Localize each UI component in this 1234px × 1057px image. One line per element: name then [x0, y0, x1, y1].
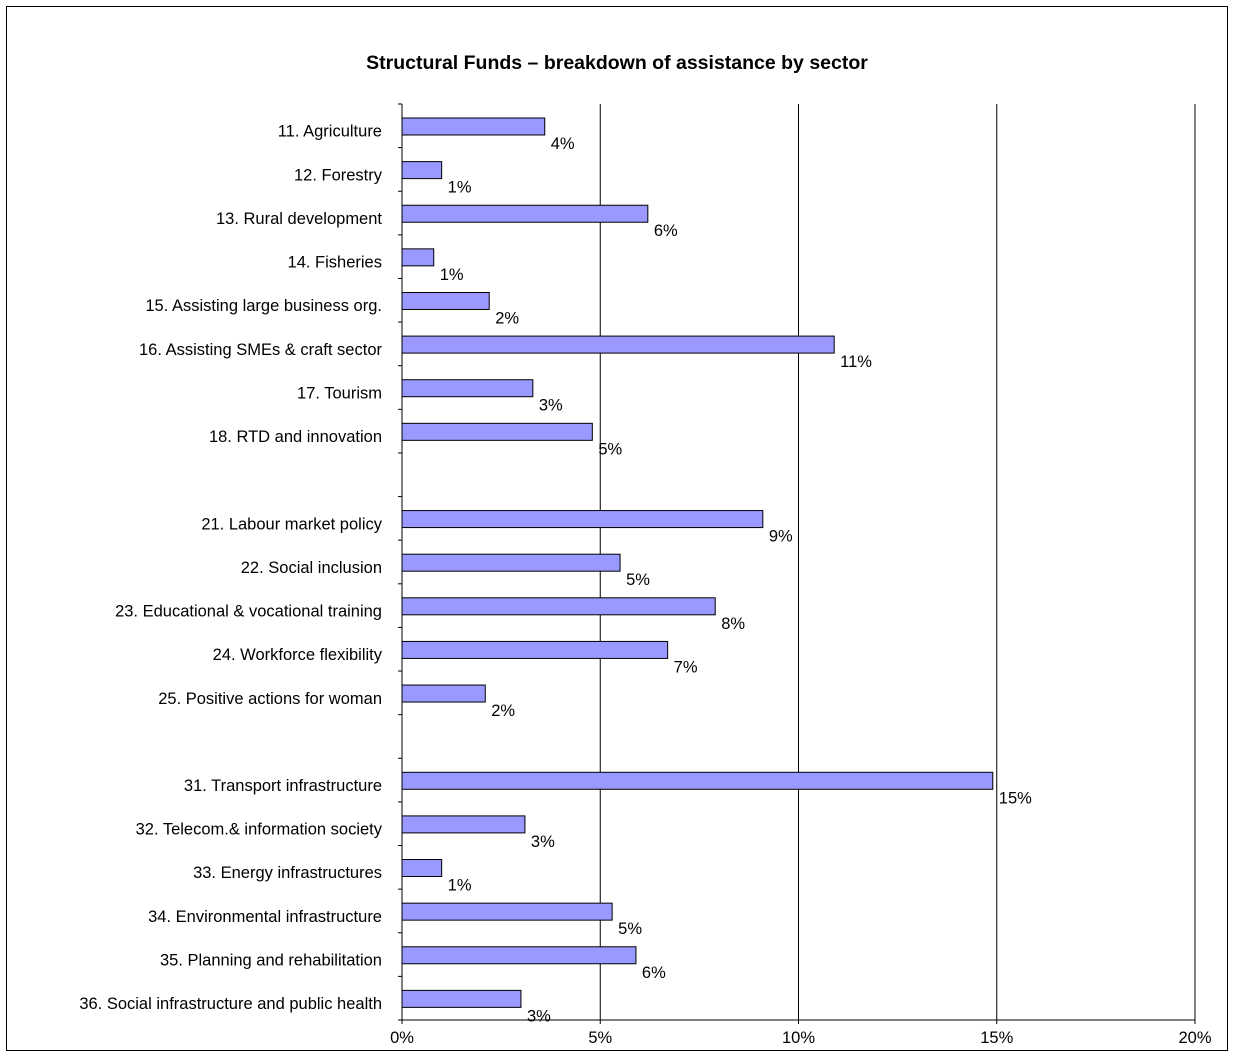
category-label: 12. Forestry: [294, 166, 383, 184]
data-label: 1%: [448, 877, 472, 895]
bar: [401, 989, 522, 1008]
data-label: 2%: [495, 309, 519, 327]
bar: [401, 946, 637, 965]
category-label: 18. RTD and innovation: [209, 428, 382, 446]
category-label: 11. Agriculture: [278, 123, 382, 141]
category-label: 23. Educational & vocational training: [115, 603, 382, 621]
chart-frame: [6, 6, 1228, 1051]
data-label: 4%: [551, 135, 575, 153]
bar: [401, 597, 716, 616]
data-label: 5%: [598, 440, 622, 458]
bar: [401, 117, 546, 136]
data-label: 11%: [840, 353, 872, 371]
bar: [401, 859, 443, 878]
bar: [401, 684, 486, 703]
category-label: 16. Assisting SMEs & craft sector: [139, 341, 383, 359]
category-label: 22. Social inclusion: [241, 559, 382, 577]
bar: [401, 379, 534, 398]
category-label: 14. Fisheries: [288, 254, 382, 272]
category-label: 15. Assisting large business org.: [145, 297, 382, 315]
x-tick-label: 5%: [588, 1029, 612, 1047]
data-label: 6%: [642, 964, 666, 982]
data-label: 1%: [440, 266, 464, 284]
data-label: 5%: [626, 571, 650, 589]
category-label: 24. Workforce flexibility: [213, 646, 383, 664]
bar: [401, 510, 764, 529]
category-label: 25. Positive actions for woman: [158, 690, 382, 708]
data-label: 7%: [674, 658, 698, 676]
bar: [401, 815, 526, 834]
category-label: 17. Tourism: [297, 384, 382, 402]
category-label: 33. Energy infrastructures: [193, 864, 382, 882]
category-label: 36. Social infrastructure and public hea…: [79, 995, 382, 1013]
data-label: 2%: [491, 702, 515, 720]
data-label: 3%: [527, 1007, 551, 1025]
bar: [401, 161, 443, 180]
bar: [401, 771, 994, 790]
category-label: 35. Planning and rehabilitation: [160, 951, 382, 969]
bar: [401, 553, 621, 572]
bar: [401, 248, 435, 267]
data-label: 8%: [721, 615, 745, 633]
bar: [401, 640, 669, 659]
data-label: 1%: [448, 179, 472, 197]
bar: [401, 204, 649, 223]
data-label: 15%: [999, 789, 1032, 807]
data-label: 3%: [531, 833, 555, 851]
category-label: 21. Labour market policy: [201, 515, 382, 533]
chart-title: Structural Funds – breakdown of assistan…: [366, 52, 868, 74]
bar: [401, 335, 835, 354]
bar: [401, 902, 613, 921]
category-label: 13. Rural development: [216, 210, 382, 228]
data-label: 6%: [654, 222, 678, 240]
x-tick-label: 10%: [782, 1029, 815, 1047]
bar: [401, 422, 593, 441]
x-tick-label: 15%: [980, 1029, 1013, 1047]
x-tick-label: 20%: [1178, 1029, 1211, 1047]
x-tick-label: 0%: [390, 1029, 414, 1047]
category-label: 32. Telecom.& information society: [136, 821, 383, 839]
data-label: 9%: [769, 528, 793, 546]
category-label: 31. Transport infrastructure: [184, 777, 382, 795]
category-label: 34. Environmental infrastructure: [148, 908, 382, 926]
data-label: 5%: [618, 920, 642, 938]
bar: [401, 291, 490, 310]
data-label: 3%: [539, 397, 563, 415]
